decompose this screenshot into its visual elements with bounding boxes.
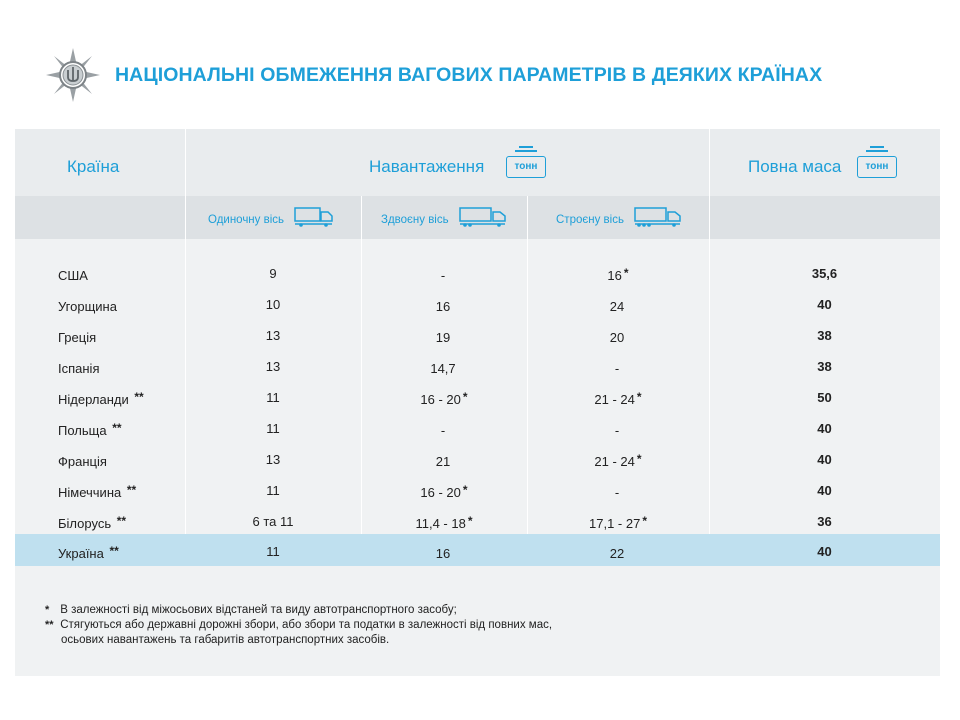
double-axle-cell: 11,4 - 18 * bbox=[415, 514, 473, 531]
table-row: Франція 13 21 21 - 24 * 40 bbox=[15, 443, 940, 474]
weight-limits-table: Країна Навантаження Повна маса тонн тонн… bbox=[15, 129, 940, 676]
total-mass-cell: 38 bbox=[817, 328, 832, 343]
triple-axle-cell: - bbox=[614, 361, 620, 376]
trident-emblem-logo bbox=[46, 48, 100, 102]
triple-axle-cell: 24 bbox=[609, 299, 625, 314]
country-cell: Польща ** bbox=[58, 421, 122, 438]
country-cell: Угорщина bbox=[58, 299, 117, 314]
single-axle-cell: 13 bbox=[265, 328, 281, 343]
triple-axle-cell: 22 bbox=[609, 546, 625, 561]
footnote-2-continued: осьових навантажень та габаритів автотра… bbox=[61, 634, 390, 646]
page-title: НАЦІОНАЛЬНІ ОБМЕЖЕННЯ ВАГОВИХ ПАРАМЕТРІВ… bbox=[115, 64, 823, 86]
single-axle-cell: 13 bbox=[265, 359, 281, 374]
country-cell: Нідерланди ** bbox=[58, 390, 144, 407]
table-header-row bbox=[15, 129, 940, 196]
truck-icon bbox=[459, 207, 506, 227]
total-mass-cell: 40 bbox=[817, 544, 832, 559]
total-mass-cell: 36 bbox=[817, 514, 832, 529]
total-mass-cell: 40 bbox=[817, 297, 832, 312]
single-axle-cell: 9 bbox=[269, 266, 277, 281]
column-divider bbox=[709, 129, 710, 566]
country-cell: Греція bbox=[58, 330, 97, 345]
country-cell: США bbox=[58, 268, 88, 283]
single-axle-cell: 11 bbox=[266, 483, 280, 498]
table-row: Угорщина 10 16 24 40 bbox=[15, 288, 940, 319]
table-row: Нідерланди ** 11 16 - 20 * 21 - 24 * 50 bbox=[15, 381, 940, 412]
total-mass-cell: 50 bbox=[817, 390, 832, 405]
double-axle-cell: 16 - 20 * bbox=[420, 390, 468, 407]
header-country: Країна bbox=[67, 157, 120, 176]
header-total-mass: Повна маса bbox=[748, 157, 842, 176]
triple-axle-cell: 21 - 24 * bbox=[594, 390, 642, 407]
column-divider bbox=[527, 196, 528, 566]
table-row: Польща ** 11 - - 40 bbox=[15, 412, 940, 443]
country-cell: Білорусь ** bbox=[58, 514, 127, 531]
double-axle-cell: 16 bbox=[435, 299, 451, 314]
double-axle-cell: - bbox=[440, 423, 446, 438]
single-axle-cell: 11 bbox=[266, 421, 280, 436]
table-row: Іспанія 13 14,7 - 38 bbox=[15, 350, 940, 381]
header-load: Навантаження bbox=[369, 157, 485, 176]
subheader-triple-axle: Строєну вісь bbox=[556, 214, 624, 226]
double-axle-cell: 14,7 bbox=[430, 361, 456, 376]
triple-axle-cell: 21 - 24 * bbox=[594, 452, 642, 469]
total-mass-cell: 40 bbox=[817, 452, 832, 467]
triple-axle-cell: 17,1 - 27 * bbox=[589, 514, 647, 531]
scale-icon: тонн bbox=[857, 146, 897, 180]
footnote-2: ** Стягуються або державні дорожні збори… bbox=[45, 619, 553, 631]
double-axle-cell: - bbox=[440, 268, 446, 283]
country-cell: Україна ** bbox=[58, 544, 119, 561]
table-row: Греція 13 19 20 38 bbox=[15, 319, 940, 350]
triple-axle-cell: - bbox=[614, 485, 620, 500]
truck-icon bbox=[294, 207, 333, 227]
single-axle-cell: 10 bbox=[265, 297, 281, 312]
table-row: США 9 - 16 * 35,6 bbox=[15, 257, 940, 288]
total-mass-cell: 40 bbox=[817, 483, 832, 498]
double-axle-cell: 19 bbox=[435, 330, 451, 345]
table-subheader-row bbox=[15, 196, 940, 239]
unit-badge-load: тонн bbox=[506, 156, 546, 178]
footnotes: * В залежності від міжосьових відстаней … bbox=[45, 603, 552, 648]
triple-axle-cell: - bbox=[614, 423, 620, 438]
column-divider bbox=[361, 196, 362, 566]
table-row: Білорусь ** 6 та 11 11,4 - 18 * 17,1 - 27… bbox=[15, 505, 940, 536]
column-divider bbox=[185, 129, 186, 239]
scale-icon: тонн bbox=[506, 146, 546, 180]
country-cell: Франція bbox=[58, 454, 107, 469]
table-row: Німеччина ** 11 16 - 20 * - 40 bbox=[15, 474, 940, 505]
country-cell: Іспанія bbox=[58, 361, 100, 376]
single-axle-cell: 11 bbox=[266, 544, 280, 559]
double-axle-cell: 16 - 20 * bbox=[420, 483, 468, 500]
table-row-highlighted: Україна ** 11 16 22 40 bbox=[15, 534, 940, 566]
unit-badge-mass: тонн bbox=[857, 156, 897, 178]
footnote-1: * В залежності від міжосьових відстаней … bbox=[45, 604, 457, 616]
single-axle-cell: 6 та 11 bbox=[252, 514, 294, 529]
total-mass-cell: 38 bbox=[817, 359, 832, 374]
subheader-single-axle: Одиночну вісь bbox=[208, 214, 285, 226]
total-mass-cell: 35,6 bbox=[811, 266, 838, 281]
single-axle-cell: 13 bbox=[265, 452, 281, 467]
double-axle-cell: 21 bbox=[435, 454, 451, 469]
triple-axle-cell: 16 * bbox=[607, 266, 629, 283]
total-mass-cell: 40 bbox=[817, 421, 832, 436]
subheader-double-axle: Здвоєну вісь bbox=[381, 214, 449, 226]
column-divider bbox=[185, 239, 186, 566]
single-axle-cell: 11 bbox=[266, 390, 280, 405]
double-axle-cell: 16 bbox=[435, 546, 451, 561]
truck-icon bbox=[634, 207, 681, 227]
country-cell: Німеччина ** bbox=[58, 483, 137, 500]
triple-axle-cell: 20 bbox=[609, 330, 625, 345]
